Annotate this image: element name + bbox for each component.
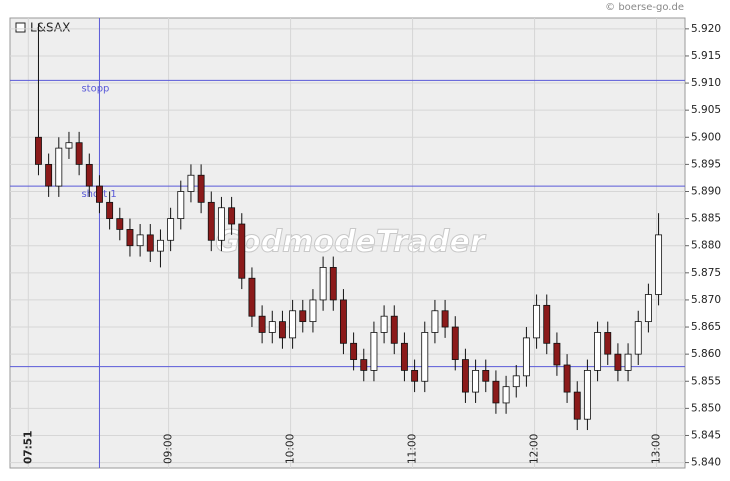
candle-body — [350, 342, 358, 360]
candle-body — [543, 304, 551, 344]
candle-body — [502, 386, 510, 404]
candle-body — [309, 299, 317, 323]
candle-body — [482, 370, 490, 382]
y-tick-label: 5.885 — [691, 213, 721, 225]
candle-body — [55, 147, 63, 187]
candle-body — [553, 342, 561, 366]
y-tick-label: 5.895 — [691, 158, 721, 170]
candle-body — [217, 207, 225, 241]
candle-body — [614, 353, 622, 371]
candle-body — [594, 332, 602, 371]
candle-body — [431, 310, 439, 333]
candle-body — [136, 234, 144, 247]
y-tick-label: 5.900 — [691, 131, 721, 143]
y-tick-label: 5.890 — [691, 185, 721, 197]
y-tick-label: 5.870 — [691, 294, 721, 306]
candle-body — [573, 391, 581, 420]
source: © boerse-go.de — [605, 2, 684, 13]
candle-body — [370, 332, 378, 371]
candle-body — [299, 310, 307, 323]
y-tick-label: 5.850 — [691, 402, 721, 414]
x-tick-label: 07:51 — [22, 431, 34, 464]
y-tick-label: 5.860 — [691, 348, 721, 360]
candle-body — [522, 337, 530, 377]
candle-body — [655, 234, 663, 295]
candle-body — [390, 315, 398, 344]
candle-body — [157, 239, 164, 252]
y-tick-label: 5.920 — [691, 23, 721, 35]
x-tick-label: 09:00 — [163, 434, 175, 464]
watermark: GodmodeTrader — [215, 225, 486, 260]
candle-body — [624, 353, 632, 371]
candle-body — [85, 163, 93, 187]
candle-body — [278, 321, 286, 339]
candle-body — [238, 223, 246, 279]
candle-body — [533, 304, 541, 339]
y-tick-label: 5.865 — [691, 321, 721, 333]
candle-body — [441, 310, 449, 328]
candle-body — [228, 207, 236, 225]
candle-body — [65, 142, 73, 149]
candle-body — [75, 142, 83, 165]
candle-body — [512, 375, 520, 388]
candle-body — [472, 370, 480, 393]
candle-body — [604, 332, 612, 355]
candle-body — [35, 136, 42, 165]
candle-body — [106, 201, 114, 220]
candle-body — [187, 174, 195, 192]
candle-body — [146, 234, 154, 252]
x-tick-label: 13:00 — [651, 434, 663, 464]
y-tick-label: 5.905 — [691, 104, 721, 116]
x-tick-label: 10:00 — [285, 434, 297, 464]
candle-body — [126, 229, 134, 247]
candle-body — [319, 266, 327, 301]
candle-body — [583, 370, 591, 420]
candle-body — [492, 380, 500, 404]
y-tick-label: 5.910 — [691, 77, 721, 89]
candle-body — [380, 315, 388, 333]
candle-body — [421, 332, 429, 382]
candle-body — [360, 359, 368, 371]
candle-body — [339, 299, 347, 344]
candle-body — [461, 359, 469, 393]
candle-body — [45, 163, 53, 187]
candle-body — [400, 342, 408, 371]
candle-body — [116, 218, 124, 230]
y-tick-label: 5.845 — [691, 429, 721, 441]
x-tick-label: 12:00 — [529, 434, 541, 464]
candle-body — [451, 326, 459, 360]
x-tick-label: 11:00 — [407, 434, 419, 464]
candle-body — [248, 277, 256, 317]
plot-area — [9, 17, 686, 469]
candle-body — [197, 174, 205, 203]
candle-body — [563, 364, 571, 393]
candle-body — [411, 370, 419, 382]
candle-body — [258, 315, 266, 333]
candle-body — [207, 201, 215, 241]
candle-body — [329, 266, 337, 301]
y-tick-label: 5.880 — [691, 240, 721, 252]
y-tick-label: 5.855 — [691, 375, 721, 387]
candle-body — [289, 310, 297, 339]
candle-body — [167, 218, 175, 241]
candle-body — [268, 321, 276, 333]
candle-body — [177, 191, 185, 220]
y-tick-label: 5.875 — [691, 267, 721, 279]
candle-body — [96, 185, 103, 203]
legend-label: L&SAX — [30, 21, 70, 35]
y-tick-label: 5.840 — [691, 457, 721, 469]
legend-swatch — [15, 22, 26, 33]
candle-body — [634, 321, 642, 355]
candle-body — [644, 294, 652, 323]
horizontal-line-label: stopp — [81, 83, 109, 94]
y-tick-label: 5.915 — [691, 50, 721, 62]
